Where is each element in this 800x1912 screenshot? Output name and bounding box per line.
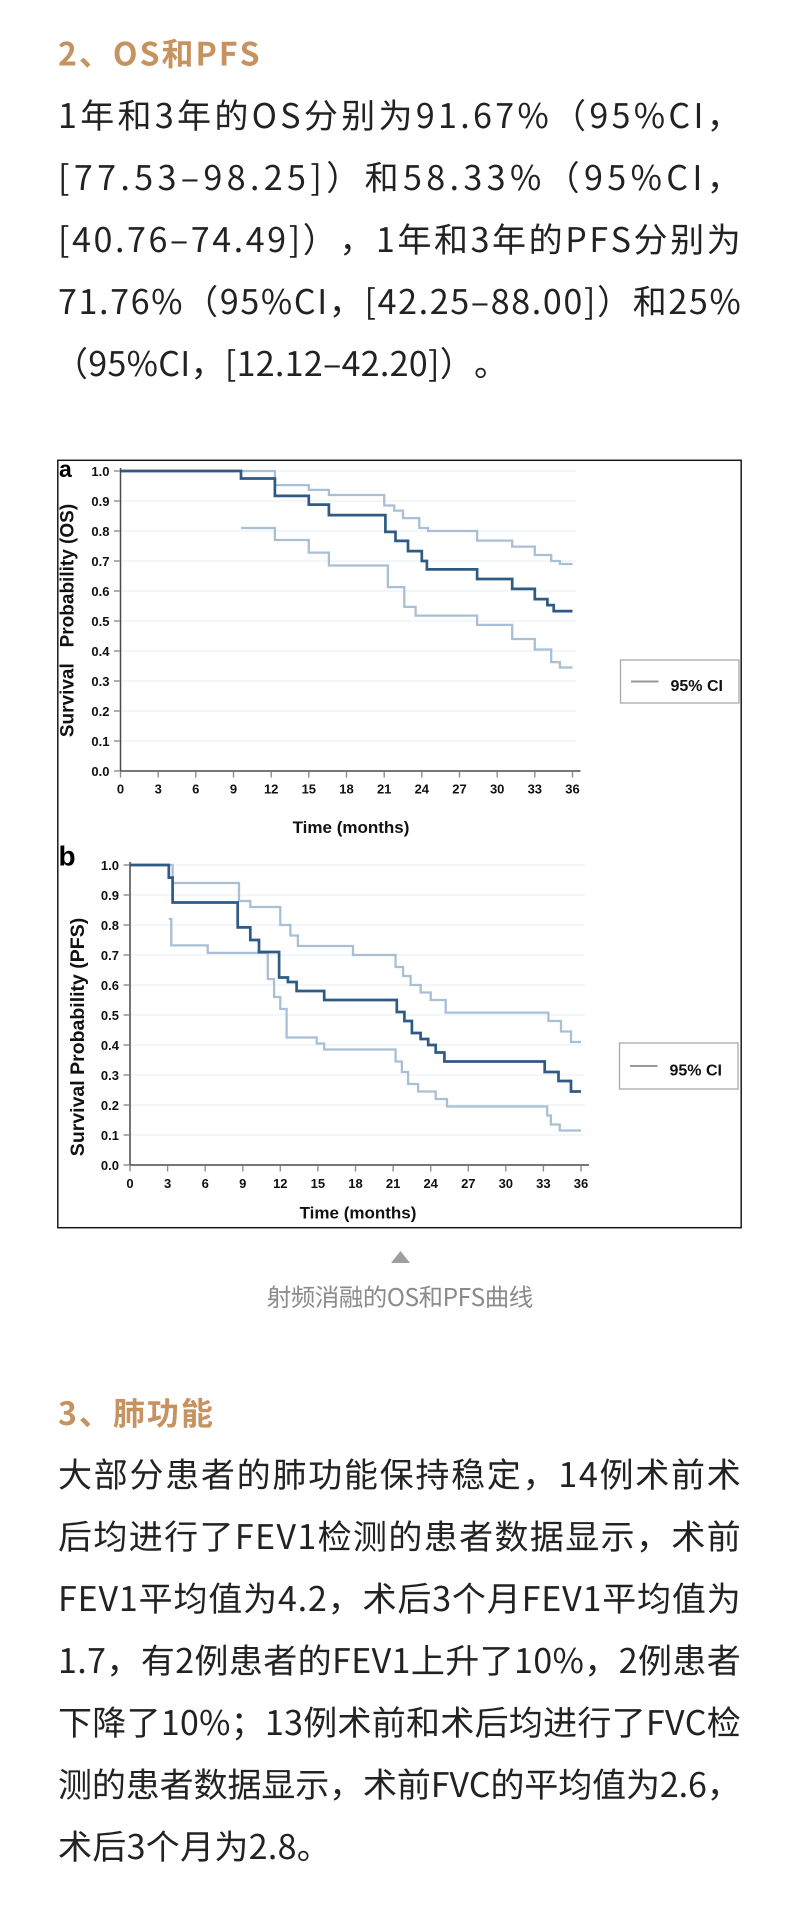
svg-text:27: 27 — [452, 782, 466, 797]
svg-text:0.5: 0.5 — [91, 614, 109, 629]
svg-text:30: 30 — [490, 782, 504, 797]
svg-text:27: 27 — [461, 1176, 475, 1191]
svg-text:6: 6 — [192, 782, 199, 797]
svg-text:1.0: 1.0 — [101, 858, 119, 873]
svg-text:0.5: 0.5 — [101, 1008, 119, 1023]
svg-text:0.9: 0.9 — [101, 888, 119, 903]
svg-text:0.3: 0.3 — [101, 1068, 119, 1083]
svg-text:0.6: 0.6 — [91, 584, 109, 599]
svg-text:0.0: 0.0 — [101, 1158, 119, 1173]
svg-text:0.4: 0.4 — [101, 1038, 120, 1053]
svg-text:15: 15 — [302, 782, 316, 797]
svg-text:21: 21 — [377, 782, 391, 797]
svg-text:0.7: 0.7 — [101, 948, 119, 963]
svg-text:12: 12 — [264, 782, 278, 797]
svg-text:24: 24 — [415, 782, 430, 797]
svg-text:0.6: 0.6 — [101, 978, 119, 993]
svg-text:18: 18 — [339, 782, 353, 797]
svg-text:0.1: 0.1 — [101, 1128, 119, 1143]
svg-text:0.0: 0.0 — [91, 764, 109, 779]
svg-text:0: 0 — [117, 782, 124, 797]
svg-text:33: 33 — [528, 782, 542, 797]
svg-text:Time (months): Time (months) — [300, 1204, 417, 1223]
svg-text:0.1: 0.1 — [91, 734, 109, 749]
svg-text:0.4: 0.4 — [91, 644, 110, 659]
svg-text:3: 3 — [164, 1176, 171, 1191]
svg-text:Survival Probability (PFS): Survival Probability (PFS) — [67, 918, 89, 1156]
svg-text:9: 9 — [239, 1176, 246, 1191]
svg-text:0.7: 0.7 — [91, 554, 109, 569]
svg-text:a: a — [59, 456, 72, 482]
svg-text:33: 33 — [536, 1176, 550, 1191]
svg-text:0.2: 0.2 — [91, 704, 109, 719]
svg-text:36: 36 — [574, 1176, 588, 1191]
svg-text:0: 0 — [126, 1176, 133, 1191]
svg-text:0.8: 0.8 — [91, 524, 109, 539]
svg-text:0.9: 0.9 — [91, 494, 109, 509]
svg-text:3: 3 — [155, 782, 162, 797]
svg-text:Survival Probability (OS): Survival Probability (OS) — [58, 504, 79, 737]
svg-text:18: 18 — [348, 1176, 362, 1191]
svg-text:0.8: 0.8 — [101, 918, 119, 933]
svg-text:Time (months): Time (months) — [293, 818, 410, 837]
svg-text:95% CI: 95% CI — [671, 678, 723, 695]
svg-text:24: 24 — [423, 1176, 438, 1191]
svg-text:15: 15 — [311, 1176, 325, 1191]
svg-text:30: 30 — [499, 1176, 513, 1191]
svg-text:0.3: 0.3 — [91, 674, 109, 689]
svg-text:12: 12 — [273, 1176, 287, 1191]
svg-text:b: b — [59, 841, 76, 872]
svg-text:95% CI: 95% CI — [670, 1063, 722, 1080]
svg-text:9: 9 — [230, 782, 237, 797]
svg-text:0.2: 0.2 — [101, 1098, 119, 1113]
svg-text:6: 6 — [202, 1176, 209, 1191]
svg-text:1.0: 1.0 — [91, 464, 109, 479]
svg-text:21: 21 — [386, 1176, 400, 1191]
svg-text:36: 36 — [565, 782, 579, 797]
